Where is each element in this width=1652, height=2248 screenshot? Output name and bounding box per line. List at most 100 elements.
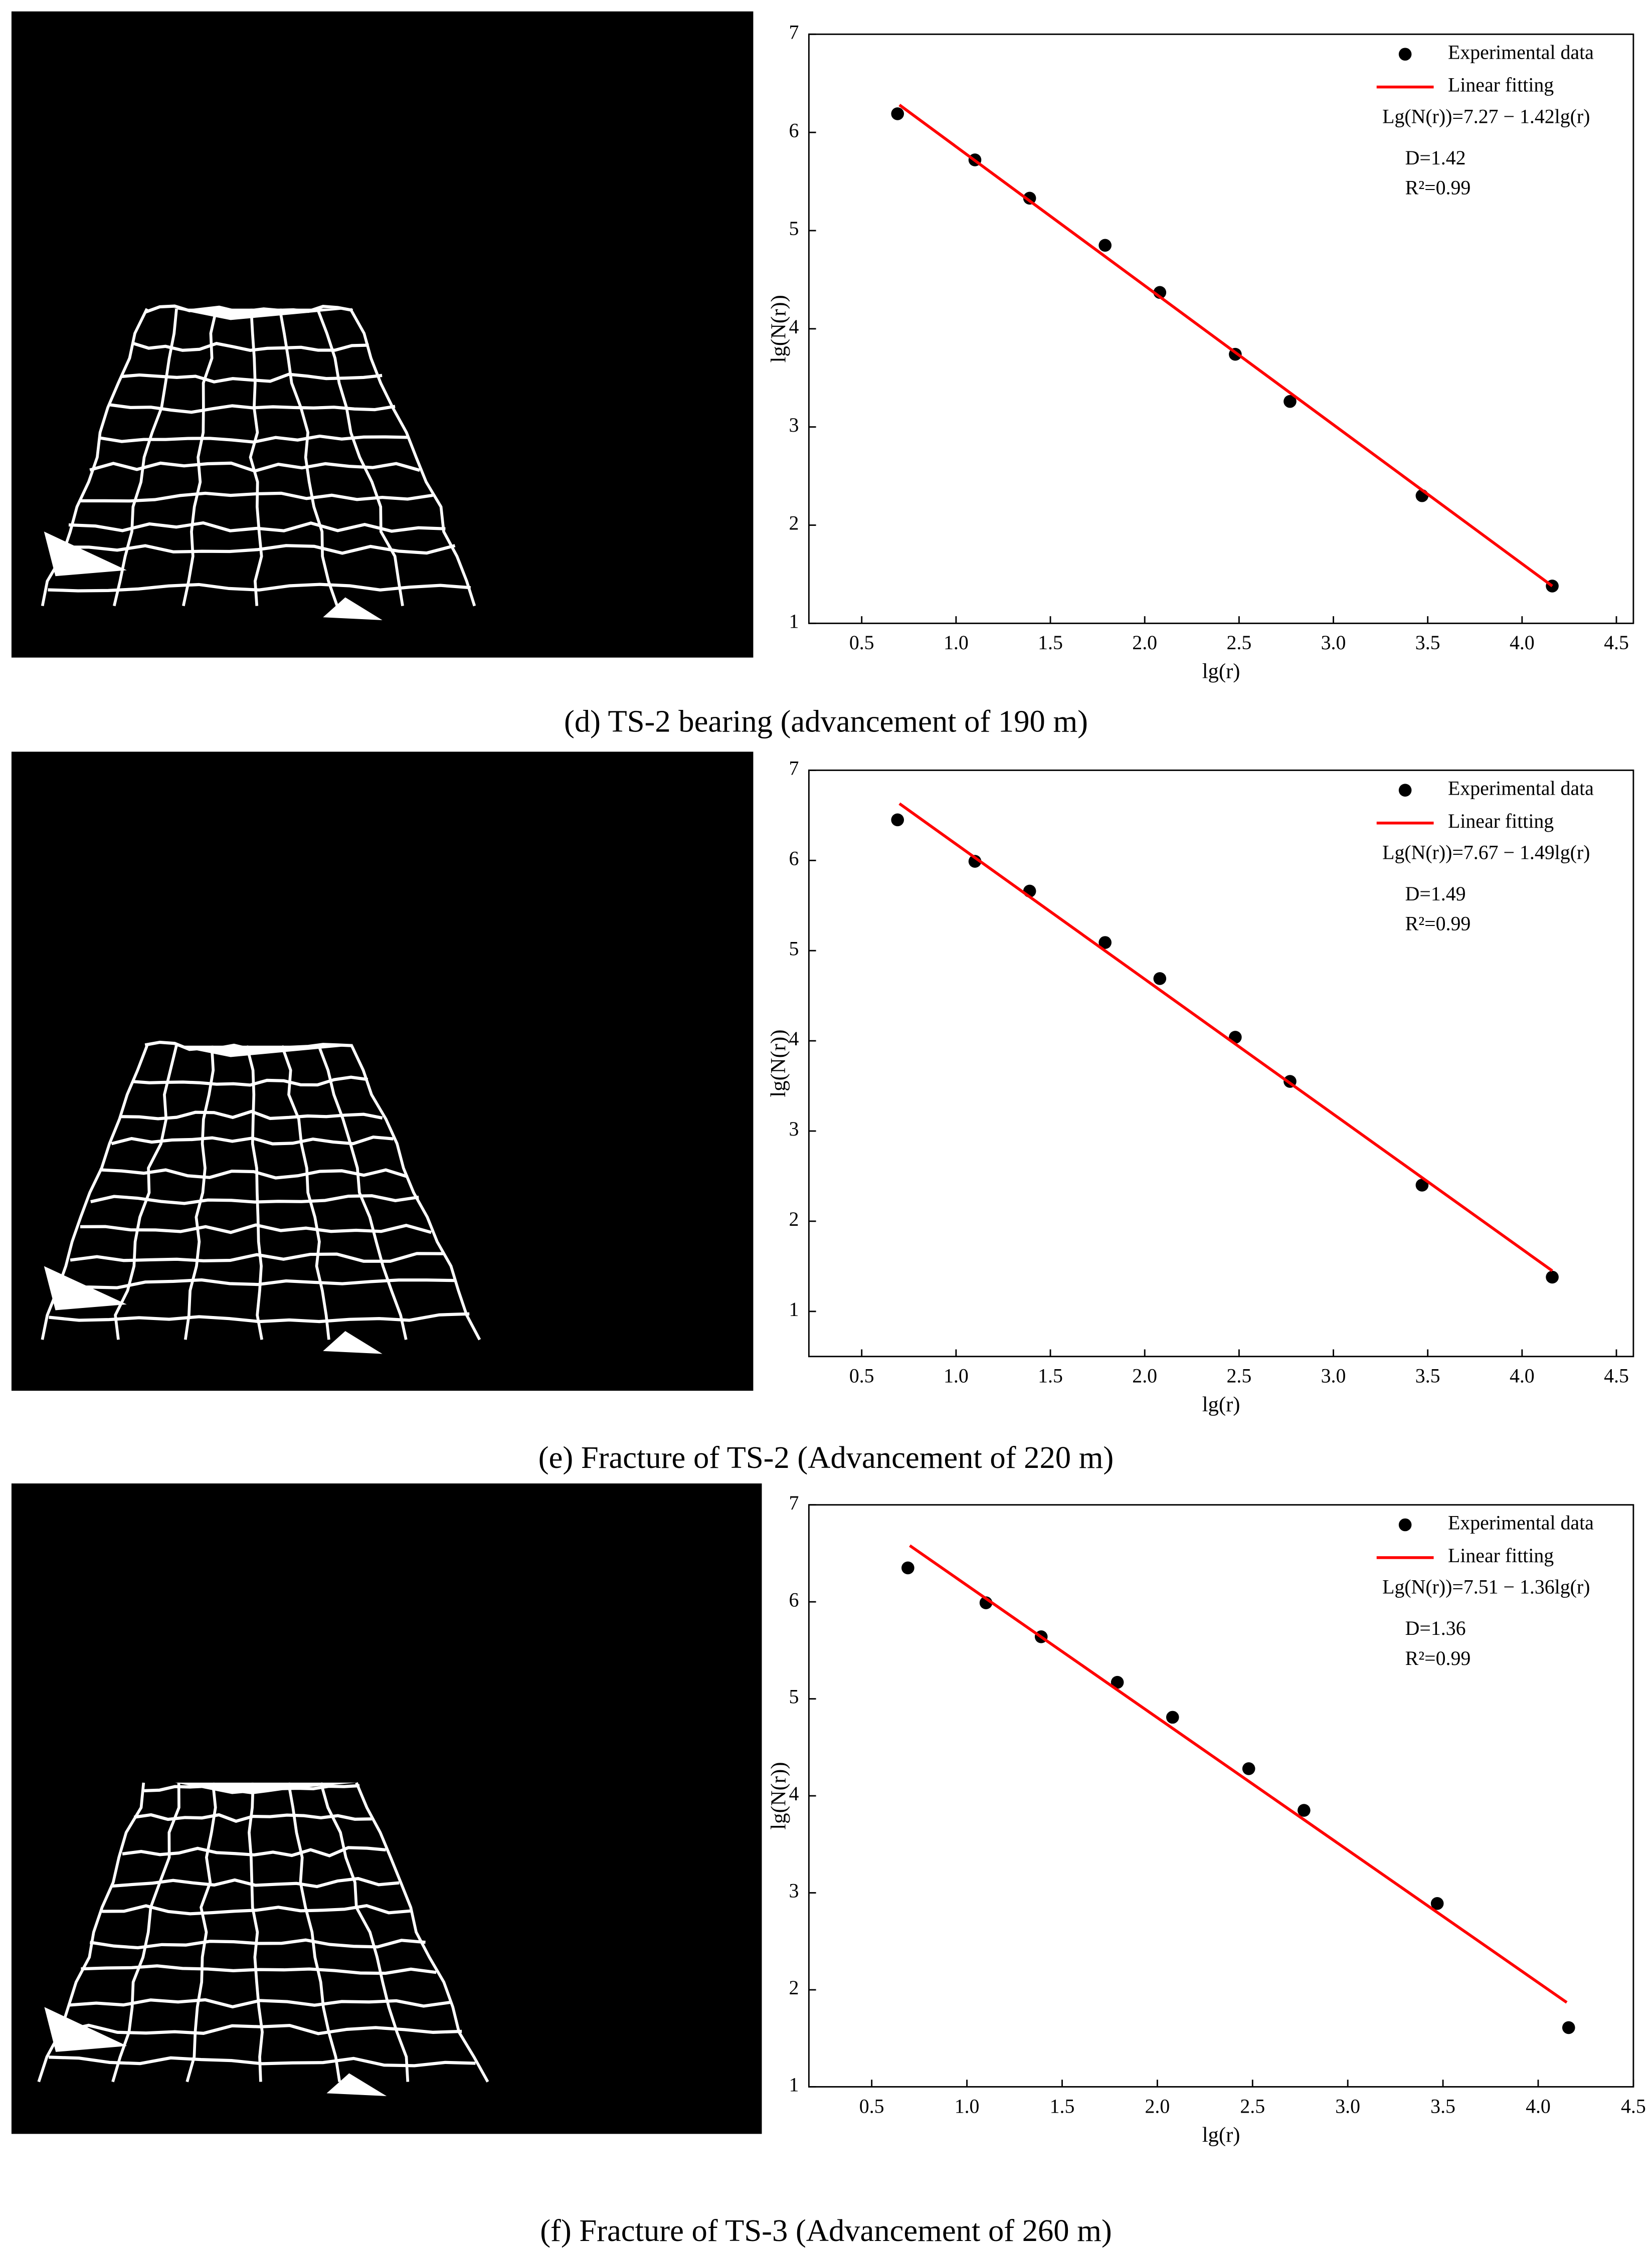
data-point xyxy=(1283,395,1297,408)
x-tick-label: 0.5 xyxy=(849,1365,874,1387)
crack xyxy=(44,1266,127,1310)
data-point xyxy=(1298,1804,1311,1817)
x-tick-label: 4.5 xyxy=(1604,632,1629,654)
y-tick-label: 1 xyxy=(789,1298,799,1321)
x-tick-label: 1.0 xyxy=(944,632,969,654)
crack xyxy=(44,2007,127,2052)
fracture-image xyxy=(11,11,754,658)
legend-label: Experimental data xyxy=(1448,1512,1594,1534)
annotation: R²=0.99 xyxy=(1405,1647,1471,1669)
annotation: D=1.36 xyxy=(1405,1617,1466,1639)
x-tick-label: 2.0 xyxy=(1132,1365,1157,1387)
y-axis-label: lg(N(r)) xyxy=(767,1030,790,1097)
data-point xyxy=(1111,1675,1124,1689)
crack xyxy=(144,304,353,314)
annotation: D=1.49 xyxy=(1405,883,1466,905)
y-axis-label: lg(N(r)) xyxy=(767,295,790,362)
annotation: D=1.42 xyxy=(1405,147,1466,169)
x-tick-label: 3.5 xyxy=(1415,1365,1440,1387)
crack xyxy=(186,1782,217,2083)
legend-label: Linear fitting xyxy=(1448,810,1554,832)
crack xyxy=(111,1782,180,2083)
data-point xyxy=(1546,1270,1559,1284)
x-tick-label: 1.5 xyxy=(1050,2095,1075,2117)
legend-label: Experimental data xyxy=(1448,777,1594,799)
crack xyxy=(326,2073,387,2097)
data-point xyxy=(891,107,904,120)
x-tick-label: 2.0 xyxy=(1145,2095,1170,2117)
data-point xyxy=(891,813,904,827)
y-axis-label: lg(N(r)) xyxy=(767,1762,790,1830)
x-tick-label: 0.5 xyxy=(849,632,874,654)
x-tick-label: 1.5 xyxy=(1038,1365,1063,1387)
crack xyxy=(120,1109,383,1120)
y-tick-label: 5 xyxy=(789,1686,799,1708)
x-tick-label: 2.5 xyxy=(1226,632,1251,654)
x-tick-label: 3.5 xyxy=(1415,632,1440,654)
caption: (f) Fracture of TS-3 (Advancement of 260… xyxy=(540,2213,1112,2248)
legend-label: Experimental data xyxy=(1448,41,1594,63)
x-tick-label: 4.0 xyxy=(1526,2095,1551,2117)
crack xyxy=(245,1045,264,1340)
x-tick-label: 4.5 xyxy=(1604,1365,1629,1387)
y-tick-label: 5 xyxy=(789,938,799,960)
data-point xyxy=(1430,1897,1444,1910)
legend-marker xyxy=(1398,1518,1412,1532)
y-tick-label: 2 xyxy=(789,1208,799,1230)
legend-label: Linear fitting xyxy=(1448,1545,1554,1567)
y-tick-label: 1 xyxy=(789,610,799,632)
crack xyxy=(349,308,476,607)
data-point xyxy=(1098,936,1112,949)
y-tick-label: 4 xyxy=(789,1028,799,1050)
legend-marker xyxy=(1398,48,1412,61)
y-tick-label: 2 xyxy=(789,512,799,534)
x-axis-label: lg(r) xyxy=(1202,1393,1240,1416)
fracture-image xyxy=(11,752,754,1391)
crack xyxy=(122,1846,387,1857)
crack xyxy=(114,1045,178,1340)
crack xyxy=(112,308,178,607)
legend-marker xyxy=(1398,784,1412,797)
x-tick-label: 2.0 xyxy=(1132,632,1157,654)
annotation: R²=0.99 xyxy=(1405,913,1471,935)
data-point xyxy=(1242,1762,1255,1775)
x-tick-label: 0.5 xyxy=(859,2095,884,2117)
fracture-image xyxy=(11,1483,762,2134)
crack xyxy=(319,1782,410,2082)
fit-line xyxy=(909,1544,1568,2004)
crack xyxy=(132,1075,369,1087)
x-tick-label: 3.5 xyxy=(1430,2095,1455,2117)
crack xyxy=(248,1782,264,2082)
x-tick-label: 3.0 xyxy=(1321,632,1346,654)
x-tick-label: 4.5 xyxy=(1621,2095,1646,2117)
x-tick-label: 1.5 xyxy=(1038,632,1063,654)
crack xyxy=(355,1782,489,2083)
y-tick-label: 3 xyxy=(789,1118,799,1140)
crack xyxy=(280,1045,330,1340)
image-background xyxy=(11,1483,762,2134)
x-tick-label: 4.0 xyxy=(1510,1365,1535,1387)
crack xyxy=(316,308,404,607)
crack xyxy=(350,1045,481,1341)
y-tick-label: 3 xyxy=(789,1880,799,1902)
y-tick-label: 1 xyxy=(789,2074,799,2096)
crack xyxy=(175,1782,357,1794)
plot-frame xyxy=(808,769,1634,1358)
y-tick-label: 6 xyxy=(789,847,799,869)
crack xyxy=(102,1904,411,1916)
data-point xyxy=(968,855,982,868)
data-point xyxy=(1166,1711,1179,1724)
crack xyxy=(44,531,127,577)
x-tick-label: 2.5 xyxy=(1226,1365,1251,1387)
crack xyxy=(183,1045,215,1340)
data-point xyxy=(901,1561,914,1575)
crack xyxy=(287,1782,341,2082)
y-tick-label: 3 xyxy=(789,414,799,436)
y-tick-label: 2 xyxy=(789,1977,799,1999)
crack xyxy=(323,1331,383,1354)
y-tick-label: 4 xyxy=(789,1783,799,1805)
x-tick-label: 3.0 xyxy=(1321,1365,1346,1387)
caption: (e) Fracture of TS-2 (Advancement of 220… xyxy=(538,1440,1114,1475)
legend-label: Linear fitting xyxy=(1448,74,1554,96)
